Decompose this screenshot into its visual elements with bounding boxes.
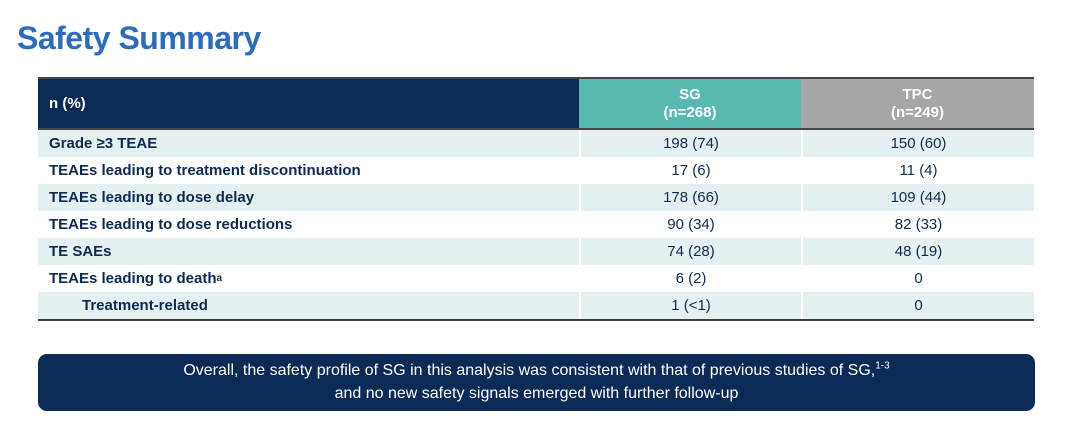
table-body: Grade ≥3 TEAE 198 (74) 150 (60) TEAEs le… xyxy=(38,130,1034,319)
row-tpc-value-cell: 0 xyxy=(801,292,1034,319)
row-sg-value-cell: 90 (34) xyxy=(579,211,801,238)
table-row: Grade ≥3 TEAE 198 (74) 150 (60) xyxy=(38,130,1034,157)
row-sg-value-cell: 178 (66) xyxy=(579,184,801,211)
row-label-cell: TEAEs leading to dose delay xyxy=(49,189,255,206)
table-row: TEAEs leading to dose reductions 90 (34)… xyxy=(38,211,1034,238)
row-label-cell: TE SAEs xyxy=(49,243,112,260)
conclusion-banner: Overall, the safety profile of SG in thi… xyxy=(38,354,1035,411)
table-row: Treatment-related 1 (<1) 0 xyxy=(38,292,1034,319)
citation-superscript: 1-3 xyxy=(875,360,890,372)
row-sg-value-cell: 74 (28) xyxy=(579,238,801,265)
row-tpc-value-cell: 150 (60) xyxy=(801,130,1034,157)
row-tpc-value-cell: 11 (4) xyxy=(801,157,1034,184)
header-sg-line2: (n=268) xyxy=(663,103,717,121)
row-label-cell: TEAEs leading to treatment discontinuati… xyxy=(49,162,361,179)
header-tpc-line1: TPC xyxy=(902,85,933,103)
table-row: TEAEs leading to dose delay 178 (66) 109… xyxy=(38,184,1034,211)
row-tpc-value-cell: 48 (19) xyxy=(801,238,1034,265)
table-row: TEAEs leading to death a 6 (2) 0 xyxy=(38,265,1034,292)
header-cell-n-pct: n (%) xyxy=(38,79,579,128)
row-sg-value-cell: 198 (74) xyxy=(579,130,801,157)
table-row: TE SAEs 74 (28) 48 (19) xyxy=(38,238,1034,265)
conclusion-text: Overall, the safety profile of SG in thi… xyxy=(183,360,889,405)
row-label-cell: Grade ≥3 TEAE xyxy=(49,135,158,152)
row-label-cell: TEAEs leading to dose reductions xyxy=(49,216,293,233)
row-sg-value-cell: 17 (6) xyxy=(579,157,801,184)
table-header-row: n (%) SG (n=268) TPC (n=249) xyxy=(38,79,1034,130)
row-tpc-value-cell: 109 (44) xyxy=(801,184,1034,211)
row-sg-value-cell: 6 (2) xyxy=(579,265,801,292)
row-label-cell: Treatment-related xyxy=(82,297,208,314)
row-label-cell: TEAEs leading to death a xyxy=(49,270,223,287)
header-cell-sg: SG (n=268) xyxy=(579,79,801,128)
header-cell-tpc: TPC (n=249) xyxy=(801,79,1034,128)
safety-table: n (%) SG (n=268) TPC (n=249) Grade ≥3 TE… xyxy=(38,77,1034,321)
header-sg-line1: SG xyxy=(679,85,701,103)
table-row: TEAEs leading to treatment discontinuati… xyxy=(38,157,1034,184)
conclusion-line1: Overall, the safety profile of SG in thi… xyxy=(183,362,876,380)
row-tpc-value-cell: 0 xyxy=(801,265,1034,292)
header-tpc-line2: (n=249) xyxy=(891,103,944,121)
conclusion-line2: and no new safety signals emerged with f… xyxy=(334,384,739,402)
page-title: Safety Summary xyxy=(17,20,261,56)
row-sg-value-cell: 1 (<1) xyxy=(579,292,801,319)
row-tpc-value-cell: 82 (33) xyxy=(801,211,1034,238)
